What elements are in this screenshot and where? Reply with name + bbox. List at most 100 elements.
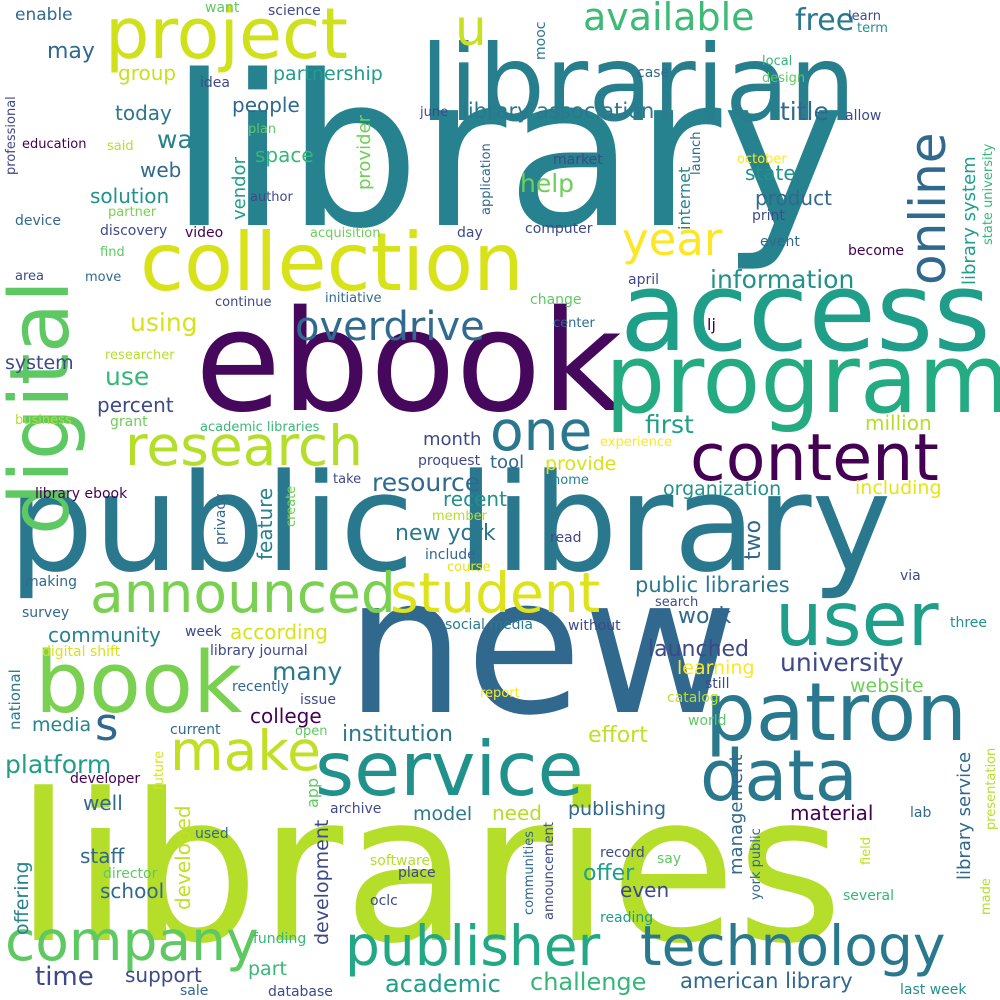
word: day [457,225,483,241]
word: center [553,316,595,331]
word: time [35,962,94,992]
word: website [850,675,924,697]
word: many [272,657,343,686]
word: staff [80,844,126,868]
word: reading [600,910,653,926]
word: learning [677,657,755,679]
word: vendor [229,156,250,220]
word: according [230,620,328,644]
word: report [480,686,520,701]
word: media [32,714,91,736]
word: free [795,3,854,38]
word: people [232,93,300,117]
word: made [979,878,994,915]
word: resource [372,468,480,497]
word: announced [90,561,396,625]
word: say [657,851,681,867]
word: june [419,105,448,120]
word: book [35,634,242,733]
word: communities [522,831,537,915]
word: find [100,245,125,260]
word: including [855,477,942,499]
word: current [170,722,221,738]
word: education [22,137,87,152]
word: launched [648,637,749,662]
word: science [268,3,321,19]
word: library journal [210,643,308,659]
word: issue [300,692,336,708]
word: publishing [568,798,666,820]
word: institution [342,722,453,747]
word: two [741,520,766,560]
word: available [583,0,755,39]
word: digital [0,280,88,535]
word: product [755,186,832,210]
word: today [115,101,172,125]
word: last week [900,982,967,998]
word: said [107,139,134,154]
word: recent [443,487,507,511]
word: million [865,411,932,435]
word: organization [663,478,781,500]
word: may [47,39,95,64]
word: percent [97,393,174,417]
word: ebook [195,281,622,444]
word: provider [354,114,375,190]
word: library service [954,752,975,880]
word: device [15,213,61,229]
word: course [447,560,490,575]
word: continue [215,295,272,310]
word: effort [588,723,648,748]
word: school [100,879,164,903]
word: privacy [213,494,229,545]
word: system [5,352,74,374]
word: model [413,803,472,825]
word: one [490,399,592,463]
word: open [295,724,327,739]
word: academic [385,970,501,998]
word: computer [525,221,593,237]
word: discovery [100,223,167,239]
word: researcher [105,348,175,363]
word: part [248,958,287,980]
word: well [83,791,123,815]
word: design [762,71,805,86]
word: funding [253,931,306,947]
word: library ebook [35,486,128,502]
word: future [152,751,167,790]
word: s [95,698,118,751]
word: proquest [418,453,481,469]
word: director [103,866,158,882]
word: college [250,704,322,728]
word: feature [253,488,277,560]
word: author [250,190,293,205]
word: national [6,669,24,730]
word: social media [445,617,533,633]
word: launch [689,132,704,175]
word: include [425,547,476,563]
word: become [848,243,904,259]
word: group [118,61,176,85]
word: presentation [984,748,999,830]
word: local [762,54,792,69]
word: survey [22,605,69,621]
word: without [568,618,621,634]
word: week [185,624,223,640]
word: catalog [667,690,719,706]
word: announcement [542,822,557,920]
word: access [620,248,991,376]
word: community [48,623,161,647]
word: way [157,125,208,154]
word: library system [959,156,980,285]
word: technology [640,914,945,978]
word: offering [11,861,33,935]
word: company [5,909,259,973]
word: mooc [533,22,549,60]
word: professional [4,96,19,175]
word: using [130,308,198,337]
word: partner [108,205,157,220]
word: overdrive [295,304,485,350]
word: public libraries [635,573,790,597]
word: new [345,536,738,757]
word: even [620,878,669,902]
